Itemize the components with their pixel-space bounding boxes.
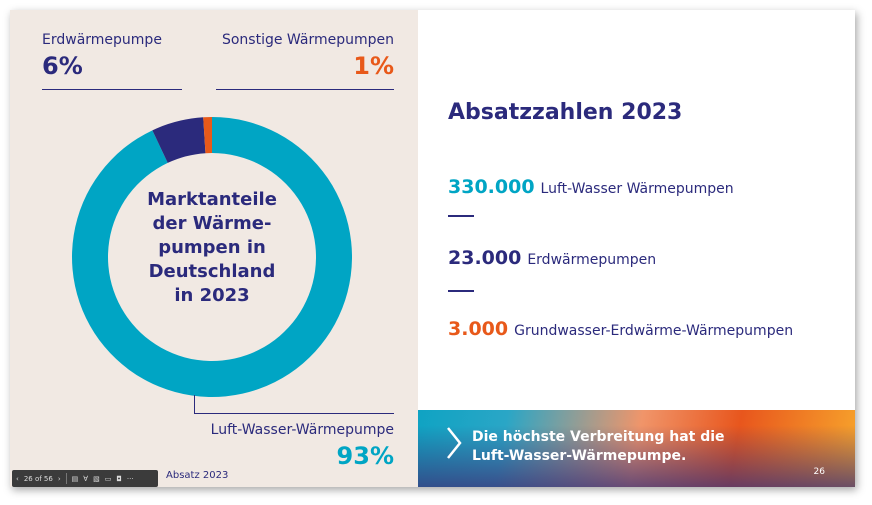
sonst-pct: 1% bbox=[353, 52, 394, 80]
slide-footer: Absatz 2023 bbox=[166, 470, 229, 481]
erd-label: Erdwärmepumpe bbox=[42, 32, 162, 48]
subtitles-icon[interactable]: ▧ bbox=[93, 474, 100, 483]
luft-label: Luft-Wasser-Wärmepumpe bbox=[210, 422, 394, 438]
divider bbox=[448, 215, 474, 217]
divider bbox=[448, 290, 474, 292]
stat-value: 23.000 bbox=[448, 247, 522, 269]
erd-pct: 6% bbox=[42, 52, 83, 80]
stat-value: 330.000 bbox=[448, 176, 535, 198]
erd-leader-line bbox=[42, 89, 182, 90]
grid-icon[interactable]: ▤ bbox=[71, 474, 79, 483]
center-line: pumpen in bbox=[158, 237, 266, 258]
more-icon[interactable]: ··· bbox=[126, 474, 134, 483]
chart-panel: Erdwärmepumpe 6% Sonstige Wärmepumpen 1%… bbox=[10, 10, 418, 487]
stat-value: 3.000 bbox=[448, 318, 509, 340]
page-indicator[interactable]: 26 of 56 bbox=[23, 474, 53, 483]
donut-slice-1 bbox=[152, 117, 206, 163]
center-line: der Wärme- bbox=[152, 213, 272, 234]
stat-label: Erdwärmepumpen bbox=[527, 252, 657, 268]
separator bbox=[65, 473, 67, 484]
slide: Erdwärmepumpe 6% Sonstige Wärmepumpen 1%… bbox=[10, 10, 855, 487]
stat-label: Luft-Wasser Wärmepumpen bbox=[540, 181, 734, 197]
center-line: Deutschland bbox=[148, 261, 276, 282]
center-line: in 2023 bbox=[174, 285, 250, 306]
center-line: Marktanteile bbox=[147, 189, 277, 210]
page-number: 26 bbox=[813, 467, 825, 477]
center-title: Marktanteile der Wärme- pumpen in Deutsc… bbox=[132, 188, 292, 308]
presentation-toolbar: ‹ 26 of 56 › ▤ ∀ ▧ ▭ ◘ ··· bbox=[12, 470, 158, 487]
present-icon[interactable]: ◘ bbox=[116, 474, 122, 483]
donut-chart bbox=[71, 117, 352, 397]
luft-pct: 93% bbox=[336, 442, 394, 470]
luft-leader-tick bbox=[194, 395, 195, 413]
chevron-right-icon bbox=[447, 427, 462, 459]
sales-title: Absatzzahlen 2023 bbox=[448, 100, 683, 125]
pen-icon[interactable]: ∀ bbox=[83, 474, 89, 483]
camera-icon[interactable]: ▭ bbox=[104, 474, 112, 483]
sonst-leader-line bbox=[216, 89, 394, 90]
stat-erd: 23.000 Erdwärmepumpen bbox=[448, 247, 656, 269]
stat-label: Grundwasser-Erdwärme-Wärmepumpen bbox=[514, 323, 794, 339]
chevron-right-icon[interactable]: › bbox=[57, 474, 61, 483]
conclusion-banner: Die höchste Verbreitung hat die Luft-Was… bbox=[418, 410, 855, 487]
chevron-left-icon[interactable]: ‹ bbox=[16, 474, 19, 483]
stat-grund: 3.000 Grundwasser-Erdwärme-Wärmepumpen bbox=[448, 318, 793, 340]
banner-line: Die höchste Verbreitung hat die bbox=[472, 429, 725, 445]
stat-luft: 330.000 Luft-Wasser Wärmepumpen bbox=[448, 176, 734, 198]
luft-leader-line bbox=[194, 413, 394, 414]
banner-line: Luft-Wasser-Wärmepumpe. bbox=[472, 448, 687, 464]
donut-slice-2 bbox=[203, 117, 212, 154]
sonst-label: Sonstige Wärmepumpen bbox=[221, 32, 394, 48]
banner-text: Die höchste Verbreitung hat die Luft-Was… bbox=[472, 428, 725, 466]
